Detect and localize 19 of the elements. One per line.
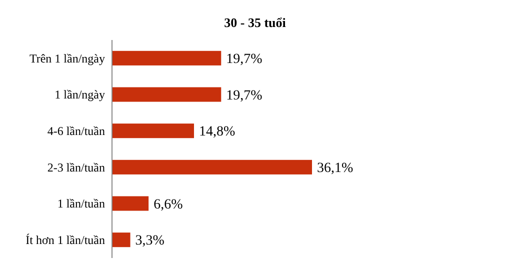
bar: [112, 87, 222, 102]
bar: [112, 50, 222, 66]
bar: [112, 196, 149, 211]
data-label: 19,7%: [226, 88, 263, 104]
data-label: 19,7%: [226, 52, 263, 68]
bar: [112, 232, 130, 248]
y-tick-label: 1 lần/ngày: [54, 88, 105, 102]
data-label: 36,1%: [317, 161, 354, 176]
y-tick-label: 4-6 lần/tuần: [47, 124, 105, 138]
bar: [112, 124, 194, 138]
bar: [112, 160, 312, 174]
y-tick-label: Trên 1 lần/ngày: [29, 51, 105, 66]
y-tick-label: 2-3 lần/tuần: [47, 160, 105, 174]
y-tick-label: 1 lần/tuần: [57, 196, 105, 211]
chart-title: 30 - 35 tuổi: [224, 15, 286, 30]
data-label: 6,6%: [154, 197, 184, 212]
y-tick-label: Ít hơn 1 lần/tuần: [26, 233, 105, 248]
data-label: 14,8%: [198, 124, 236, 140]
data-label: 3,3%: [135, 234, 165, 249]
